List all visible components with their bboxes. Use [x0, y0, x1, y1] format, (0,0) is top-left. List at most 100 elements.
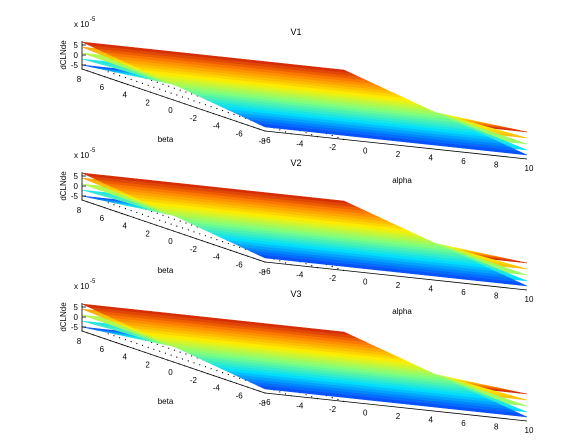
beta-tick-label: -2 — [190, 376, 198, 385]
grid-dot — [176, 225, 178, 227]
grid-dot — [159, 350, 161, 352]
alpha-tick-label: 2 — [396, 281, 401, 290]
grid-dot — [191, 93, 193, 95]
grid-dot — [204, 104, 206, 106]
alpha-tick-label: 4 — [429, 154, 434, 163]
grid-dot — [193, 100, 195, 102]
z-axis-label: dCLNde — [59, 302, 68, 332]
grid-dot — [279, 391, 281, 393]
alpha-tick-label: 6 — [461, 419, 466, 428]
beta-tick-label: 0 — [168, 368, 173, 377]
beta-tick-label: 0 — [168, 237, 173, 246]
z-axis-label: dCLNde — [59, 40, 68, 70]
beta-tick-label: 6 — [100, 214, 105, 223]
alpha-axis-line — [264, 130, 528, 160]
subplot-title: V3 — [290, 289, 301, 299]
grid-dot — [173, 218, 175, 220]
surface-5 — [81, 41, 528, 156]
surface-group — [81, 172, 528, 287]
surface-5 — [81, 172, 528, 287]
surface-strip — [257, 385, 528, 418]
grid-dot — [147, 215, 149, 217]
grid-dot — [185, 353, 187, 355]
beta-tick-label: 2 — [145, 229, 150, 238]
alpha-axis-label: alpha — [392, 176, 412, 185]
grid-dot — [168, 85, 170, 87]
grid-dot — [233, 375, 235, 377]
grid-dot — [210, 368, 212, 370]
grid-dot — [176, 356, 178, 358]
grid-dot — [159, 88, 161, 90]
grid-dot — [337, 398, 339, 401]
grid-dot — [130, 78, 132, 81]
alpha-tick-label: 4 — [429, 416, 434, 425]
grid-dot — [136, 211, 138, 214]
surface-strip — [257, 254, 528, 287]
grid-dot — [170, 92, 172, 94]
grid-dot — [239, 115, 241, 117]
grid-dot — [162, 214, 164, 216]
grid-dot — [284, 262, 287, 264]
grid-dot — [162, 345, 164, 347]
grid-dot — [181, 227, 184, 229]
grid-dot — [311, 265, 313, 267]
z-tick-label: 0 — [74, 313, 79, 322]
beta-tick-label: 0 — [168, 106, 173, 115]
grid-dot — [191, 355, 193, 357]
grid-dot — [305, 263, 307, 265]
grid-dot — [181, 358, 184, 360]
grid-dot — [305, 394, 307, 396]
grid-dot — [227, 373, 229, 376]
grid-dot — [191, 224, 193, 226]
alpha-tick-label: -4 — [296, 271, 304, 280]
grid-dot — [279, 260, 281, 262]
y-axis-alpha: -6 -4 -2 0 2 4 6 8 10 alpha — [263, 261, 534, 316]
subplot-title: V1 — [290, 27, 301, 37]
grid-dot — [173, 87, 175, 89]
beta-tick-label: 4 — [123, 353, 128, 362]
surface-strip — [257, 123, 528, 156]
grid-dot — [227, 111, 229, 114]
alpha-tick-label: 8 — [494, 161, 499, 170]
z-exponent-label: x 10 — [74, 20, 90, 29]
beta-tick-label: -8 — [258, 399, 266, 408]
grid-dot — [193, 231, 195, 233]
beta-axis-label: beta — [158, 135, 174, 144]
z-tick-label: -5 — [71, 192, 79, 201]
grid-dot — [216, 108, 218, 110]
grid-dot — [168, 216, 170, 218]
beta-tick-label: -4 — [213, 122, 221, 131]
z-tick-label: 5 — [74, 303, 79, 312]
grid-dot — [113, 73, 115, 75]
grid-dot — [164, 352, 166, 354]
beta-tick-label: -8 — [258, 268, 266, 277]
grid-dot — [331, 265, 333, 268]
grid-dot — [331, 396, 333, 399]
beta-tick-label: -6 — [236, 129, 244, 138]
grid-dot — [210, 106, 212, 108]
z-tick-label: -5 — [71, 61, 79, 70]
beta-tick-label: 8 — [77, 75, 82, 84]
grid-dot — [305, 132, 307, 134]
beta-tick-label: -6 — [236, 260, 244, 269]
grid-dot — [284, 393, 287, 395]
grid-dot — [124, 77, 126, 79]
grid-dot — [187, 98, 189, 100]
grid-dot — [239, 246, 241, 248]
grid-dot — [227, 242, 229, 245]
grid-dot — [141, 344, 144, 346]
surface-group — [81, 303, 528, 418]
z-exponent-power: -5 — [90, 279, 96, 285]
z-tick-label: 0 — [74, 182, 79, 191]
beta-tick-label: -2 — [190, 114, 198, 123]
grid-dot — [204, 235, 206, 237]
beta-tick-label: 4 — [123, 91, 128, 100]
grid-dot — [284, 131, 287, 133]
alpha-tick-label: -6 — [263, 267, 271, 276]
grid-dot — [159, 219, 161, 221]
grid-dot — [124, 339, 126, 341]
grid-dot — [279, 129, 281, 131]
